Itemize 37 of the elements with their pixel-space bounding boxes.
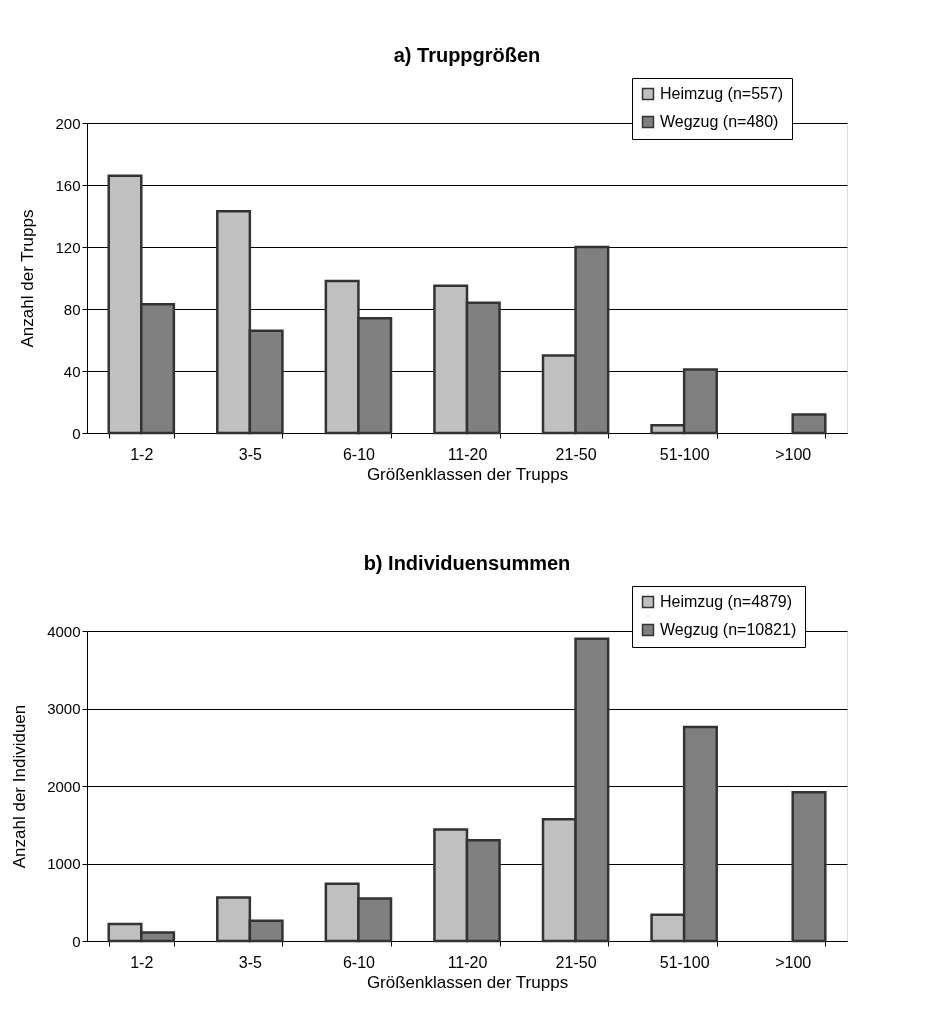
x-tick-label: 51-100 [659, 445, 710, 463]
legend-label: Heimzug (n=4879) [660, 593, 793, 610]
x-tick-label: 11-20 [447, 445, 488, 463]
y-tick-label: 120 [55, 238, 81, 256]
y-axis-title: Anzahl der Individuen [10, 704, 30, 869]
x-axis-title: Größenklassen der Trupps [366, 464, 569, 484]
x-tick-label: 6-10 [342, 445, 376, 463]
legend-label: Wegzug (n=480) [660, 113, 779, 130]
x-tick-label: >100 [775, 953, 812, 971]
x-tick-label: 3-5 [238, 953, 263, 971]
y-tick-label: 4000 [47, 622, 81, 640]
bar [791, 413, 827, 435]
y-tick-label: 160 [55, 176, 81, 194]
x-tick-label: 1-2 [130, 953, 154, 971]
y-axis-title: Anzahl der Trupps [18, 209, 38, 348]
x-tick-label: 6-10 [342, 953, 376, 971]
x-tick-label: 21-50 [555, 445, 597, 463]
bar [791, 790, 827, 943]
x-axis-title: Größenklassen der Trupps [366, 972, 569, 992]
x-tick-label: 3-5 [238, 445, 263, 463]
y-tick-label: 200 [55, 114, 81, 132]
y-tick-label: 40 [63, 362, 81, 380]
x-tick-label: 11-20 [447, 953, 488, 971]
y-tick-label: 80 [63, 300, 81, 318]
chart-title: a) Truppgrößen [393, 43, 541, 66]
x-tick-label: >100 [775, 445, 812, 463]
y-tick-label: 0 [72, 932, 81, 950]
x-tick-label: 1-2 [130, 445, 154, 463]
legend-label: Wegzug (n=10821) [660, 621, 797, 638]
y-tick-label: 0 [72, 424, 81, 442]
x-tick-label: 21-50 [555, 953, 597, 971]
chart-title: b) Individuensummen [363, 551, 571, 574]
y-tick-label: 2000 [47, 777, 81, 795]
legend-label: Heimzug (n=557) [660, 85, 784, 102]
y-tick-label: 3000 [47, 700, 81, 717]
x-tick-label: 51-100 [659, 953, 710, 971]
y-tick-label: 1000 [47, 855, 81, 872]
